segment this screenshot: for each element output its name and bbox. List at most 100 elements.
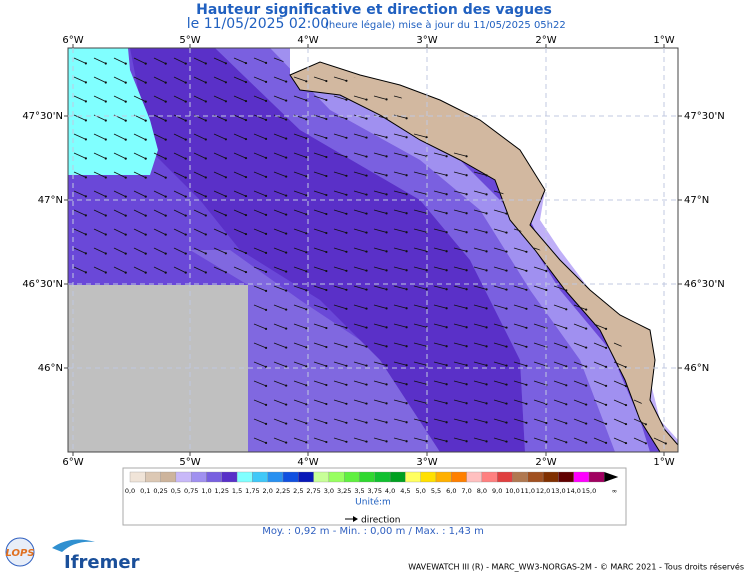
- arrow-head: [485, 212, 488, 215]
- arrow: [293, 133, 307, 139]
- arrow: [313, 437, 327, 443]
- arrow-head: [104, 195, 107, 198]
- arrow: [333, 437, 347, 443]
- legend-swatch: [298, 471, 314, 483]
- legend-swatch: [374, 471, 391, 483]
- arrow-head: [164, 81, 167, 84]
- arrow: [593, 437, 607, 444]
- arrow: [653, 437, 666, 444]
- logo-ifremer-wave: [52, 539, 95, 552]
- arrow-head: [585, 441, 588, 444]
- arrow-head: [164, 176, 167, 179]
- arrow: [73, 228, 87, 235]
- arrow-head: [305, 99, 308, 102]
- arrow: [153, 133, 166, 141]
- arrow-head: [405, 307, 408, 310]
- arrow-head: [285, 213, 288, 216]
- arrow-head: [204, 271, 207, 274]
- lon-label: 6°W: [62, 35, 83, 46]
- arrow-head: [264, 270, 268, 273]
- arrow-head: [264, 251, 268, 254]
- arrow-head: [385, 174, 388, 177]
- arrow-head: [425, 440, 428, 443]
- logo-lops-badge: [5, 537, 35, 567]
- arrow-head: [345, 193, 348, 196]
- arrow: [213, 247, 227, 254]
- arrow-head: [244, 251, 248, 255]
- legend-label: 1,75: [245, 487, 259, 495]
- arrow-head: [84, 157, 87, 160]
- arrow-head: [565, 289, 568, 292]
- legend-swatch: [497, 471, 513, 483]
- arrow-head: [465, 155, 468, 158]
- arrow-head: [345, 79, 348, 82]
- arrow-head: [84, 233, 87, 236]
- arrow: [433, 209, 447, 214]
- arrow-head: [385, 98, 388, 101]
- arrow-head: [224, 271, 227, 274]
- lat-label: 47°N: [684, 195, 709, 206]
- arrow: [393, 361, 407, 366]
- arrow: [233, 228, 247, 235]
- arrow-head: [505, 364, 508, 367]
- arrow-head: [285, 175, 288, 178]
- arrow-head: [525, 250, 528, 253]
- arrow: [253, 437, 267, 444]
- arrow-head: [445, 212, 448, 215]
- arrow: [213, 95, 227, 102]
- arrow-head: [224, 119, 227, 122]
- arrow-head: [264, 289, 268, 292]
- arrow-head: [164, 119, 167, 122]
- arrow: [213, 228, 227, 235]
- arrow-head: [445, 326, 448, 329]
- arrow: [73, 209, 87, 216]
- arrow-head: [104, 81, 107, 84]
- legend-label: 13,0: [551, 487, 565, 495]
- arrow-head: [325, 364, 328, 368]
- arrow-head: [365, 98, 368, 101]
- arrow: [173, 209, 186, 216]
- arrow: [393, 171, 407, 176]
- arrow-head: [285, 137, 288, 140]
- arrow: [333, 133, 347, 139]
- arrow: [373, 171, 387, 176]
- arrow: [353, 399, 367, 404]
- arrow-head: [405, 136, 408, 139]
- arrow-head: [144, 214, 147, 217]
- arrow: [333, 399, 347, 405]
- arrow-head: [84, 176, 87, 179]
- arrow-head: [305, 251, 308, 254]
- arrow-head: [405, 174, 408, 177]
- legend-label: 2,75: [306, 487, 320, 495]
- arrow: [193, 266, 206, 273]
- arrow: [333, 171, 347, 177]
- arrow-head: [285, 118, 288, 121]
- arrow-head: [405, 288, 408, 291]
- arrow-head: [244, 194, 248, 198]
- arrow: [113, 95, 126, 102]
- arrow-head: [365, 231, 368, 234]
- arrow-head: [285, 232, 288, 235]
- legend-label: 0,0: [125, 487, 135, 495]
- arrow-head: [285, 403, 288, 406]
- arrow-head: [184, 271, 187, 274]
- arrow-head: [565, 403, 568, 406]
- arrow-head: [445, 307, 448, 310]
- arrow: [313, 228, 327, 234]
- arrow: [293, 228, 307, 234]
- arrow: [373, 247, 387, 252]
- arrow: [353, 209, 367, 214]
- legend-swatch: [359, 471, 375, 483]
- arrow-head: [505, 288, 508, 291]
- arrow: [253, 380, 267, 387]
- arrow: [293, 304, 307, 310]
- arrow: [333, 114, 347, 120]
- arrow-head: [325, 250, 328, 254]
- arrow: [513, 399, 527, 405]
- arrow: [333, 247, 347, 253]
- arrow-head: [84, 119, 87, 122]
- arrow: [513, 304, 527, 310]
- arrow-head: [425, 136, 428, 139]
- arrow-head: [585, 327, 588, 330]
